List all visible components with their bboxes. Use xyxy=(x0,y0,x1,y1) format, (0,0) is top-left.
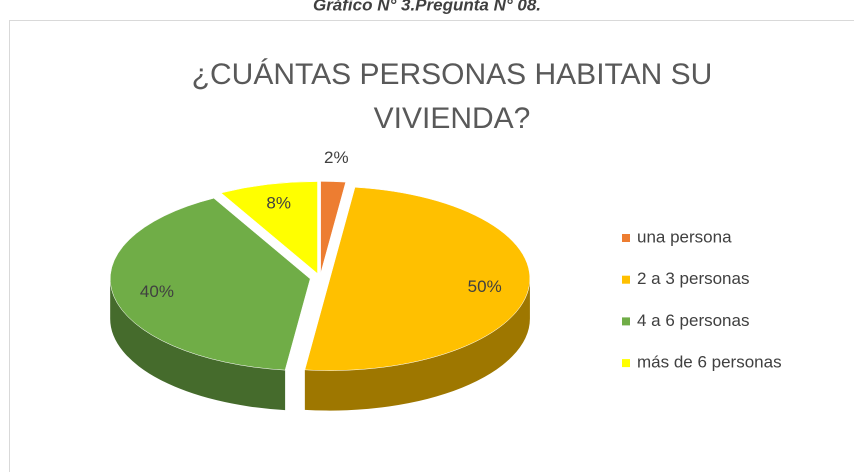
legend-swatch xyxy=(622,275,630,284)
data-label: 40% xyxy=(140,282,174,301)
pie-sides xyxy=(110,278,530,411)
pie-slice xyxy=(220,181,318,275)
data-label: 2% xyxy=(324,148,349,167)
pie-slice xyxy=(109,197,311,371)
pie-slice xyxy=(304,187,530,371)
pie-labels: 2% 50% 40% 8% xyxy=(140,148,502,301)
legend-label: 2 a 3 personas xyxy=(637,269,749,288)
pie-tops xyxy=(109,181,530,371)
legend-swatch xyxy=(622,234,630,242)
slice-side xyxy=(110,278,286,411)
legend-label: una persona xyxy=(637,227,732,246)
chart-title: ¿CUÁNTAS PERSONAS HABITAN SU xyxy=(192,58,713,91)
caption: Gráfico N° 3.Pregunta N° 08. xyxy=(313,0,541,14)
legend-swatch xyxy=(622,317,630,326)
legend-swatch xyxy=(622,359,630,368)
legend-label: 4 a 6 personas xyxy=(637,311,749,330)
chart-title: VIVIENDA? xyxy=(374,102,531,135)
data-label: 50% xyxy=(468,277,502,296)
legend-label: más de 6 personas xyxy=(637,353,782,372)
slice-side xyxy=(304,278,530,411)
data-label: 8% xyxy=(266,194,291,213)
pie-slice xyxy=(320,181,347,274)
